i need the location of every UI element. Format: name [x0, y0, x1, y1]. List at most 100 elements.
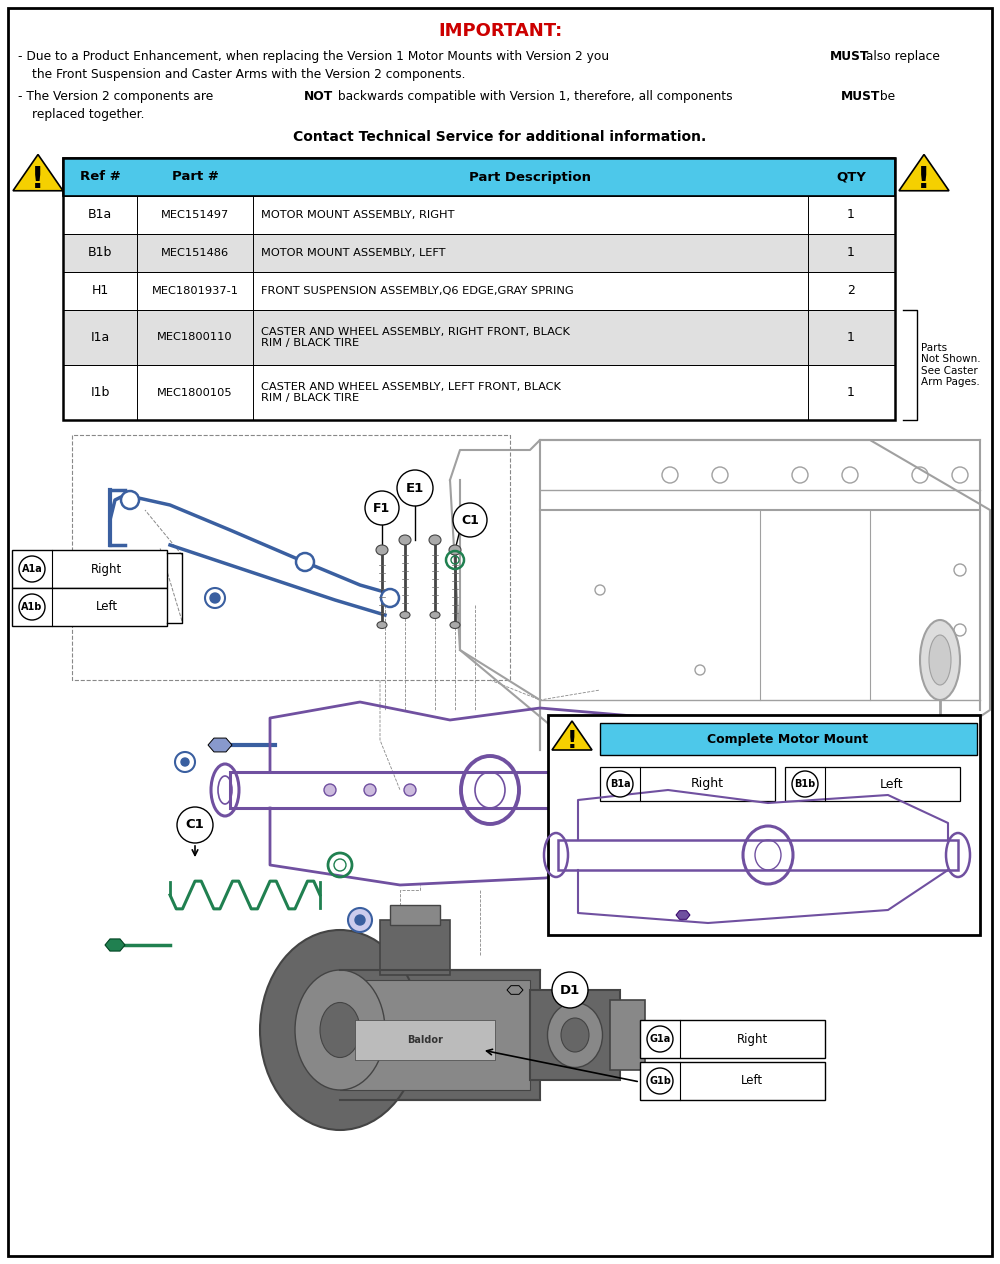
- Text: G1a: G1a: [649, 1034, 671, 1044]
- Text: G1b: G1b: [649, 1076, 671, 1086]
- Ellipse shape: [450, 622, 460, 628]
- Circle shape: [792, 771, 818, 798]
- Ellipse shape: [320, 1002, 360, 1058]
- Text: 1: 1: [847, 246, 855, 259]
- Circle shape: [348, 908, 372, 932]
- Text: MEC1800105: MEC1800105: [157, 388, 233, 397]
- Circle shape: [177, 806, 213, 843]
- Circle shape: [205, 588, 225, 608]
- Circle shape: [404, 784, 416, 796]
- FancyBboxPatch shape: [610, 1000, 645, 1071]
- Text: CASTER AND WHEEL ASSEMBLY, RIGHT FRONT, BLACK
RIM / BLACK TIRE: CASTER AND WHEEL ASSEMBLY, RIGHT FRONT, …: [261, 326, 570, 349]
- Text: B1a: B1a: [88, 209, 112, 221]
- FancyBboxPatch shape: [785, 767, 960, 801]
- FancyBboxPatch shape: [380, 920, 450, 975]
- Ellipse shape: [295, 969, 385, 1090]
- Ellipse shape: [929, 635, 951, 685]
- Ellipse shape: [399, 535, 411, 545]
- Text: 1: 1: [847, 331, 855, 344]
- Circle shape: [175, 752, 195, 772]
- Text: - The Version 2 components are: - The Version 2 components are: [18, 90, 217, 102]
- Text: FRONT SUSPENSION ASSEMBLY,Q6 EDGE,GRAY SPRING: FRONT SUSPENSION ASSEMBLY,Q6 EDGE,GRAY S…: [261, 286, 574, 296]
- FancyBboxPatch shape: [63, 365, 895, 420]
- Text: Parts
Not Shown.
See Caster
Arm Pages.: Parts Not Shown. See Caster Arm Pages.: [921, 343, 981, 387]
- FancyBboxPatch shape: [340, 980, 530, 1090]
- FancyBboxPatch shape: [600, 723, 977, 755]
- Circle shape: [607, 771, 633, 798]
- Ellipse shape: [920, 621, 960, 700]
- Ellipse shape: [377, 622, 387, 628]
- Text: MEC1800110: MEC1800110: [157, 332, 233, 343]
- Text: MOTOR MOUNT ASSEMBLY, RIGHT: MOTOR MOUNT ASSEMBLY, RIGHT: [261, 210, 454, 220]
- Text: F1: F1: [373, 502, 391, 514]
- FancyBboxPatch shape: [355, 1020, 495, 1060]
- Text: NOT: NOT: [304, 90, 333, 102]
- Circle shape: [210, 593, 220, 603]
- Text: - Due to a Product Enhancement, when replacing the Version 1 Motor Mounts with V: - Due to a Product Enhancement, when rep…: [18, 51, 613, 63]
- Text: !: !: [567, 729, 577, 753]
- FancyBboxPatch shape: [390, 905, 440, 925]
- Text: Right: Right: [736, 1033, 768, 1045]
- Text: Left: Left: [880, 777, 904, 790]
- FancyBboxPatch shape: [340, 969, 540, 1100]
- Text: CASTER AND WHEEL ASSEMBLY, LEFT FRONT, BLACK
RIM / BLACK TIRE: CASTER AND WHEEL ASSEMBLY, LEFT FRONT, B…: [261, 382, 561, 403]
- Circle shape: [364, 784, 376, 796]
- Circle shape: [355, 915, 365, 925]
- Text: Left: Left: [96, 600, 118, 613]
- Text: the Front Suspension and Caster Arms with the Version 2 components.: the Front Suspension and Caster Arms wit…: [32, 68, 466, 81]
- Text: 1: 1: [847, 386, 855, 399]
- Circle shape: [647, 1026, 673, 1052]
- Circle shape: [397, 470, 433, 506]
- Text: Complete Motor Mount: Complete Motor Mount: [707, 733, 869, 746]
- Circle shape: [647, 1068, 673, 1095]
- Ellipse shape: [400, 612, 410, 618]
- FancyBboxPatch shape: [600, 767, 775, 801]
- Text: MEC151497: MEC151497: [161, 210, 229, 220]
- Polygon shape: [13, 154, 63, 191]
- Text: !: !: [31, 166, 45, 193]
- Ellipse shape: [430, 612, 440, 618]
- Text: H1: H1: [91, 284, 109, 297]
- FancyBboxPatch shape: [63, 272, 895, 310]
- Text: Ref #: Ref #: [80, 171, 120, 183]
- Circle shape: [296, 554, 314, 571]
- FancyBboxPatch shape: [530, 990, 620, 1079]
- Text: C1: C1: [461, 513, 479, 527]
- Text: IMPORTANT:: IMPORTANT:: [438, 21, 562, 40]
- Text: MEC151486: MEC151486: [161, 248, 229, 258]
- Text: MOTOR MOUNT ASSEMBLY, LEFT: MOTOR MOUNT ASSEMBLY, LEFT: [261, 248, 446, 258]
- Circle shape: [324, 784, 336, 796]
- Ellipse shape: [260, 930, 420, 1130]
- Text: D1: D1: [560, 983, 580, 996]
- Text: MEC1801937-1: MEC1801937-1: [152, 286, 239, 296]
- FancyBboxPatch shape: [63, 196, 895, 234]
- FancyBboxPatch shape: [63, 158, 895, 196]
- Polygon shape: [507, 986, 523, 995]
- Ellipse shape: [376, 545, 388, 555]
- Text: 1: 1: [847, 209, 855, 221]
- Text: 2: 2: [847, 284, 855, 297]
- Text: I1b: I1b: [90, 386, 110, 399]
- FancyBboxPatch shape: [640, 1020, 825, 1058]
- Text: also replace: also replace: [862, 51, 940, 63]
- Text: C1: C1: [186, 819, 204, 832]
- Circle shape: [381, 589, 399, 607]
- Ellipse shape: [449, 545, 461, 555]
- Ellipse shape: [548, 1002, 602, 1068]
- Text: B1a: B1a: [610, 779, 630, 789]
- FancyBboxPatch shape: [12, 550, 167, 588]
- FancyBboxPatch shape: [12, 588, 167, 626]
- Text: Right: Right: [690, 777, 724, 790]
- Text: MUST: MUST: [841, 90, 880, 102]
- FancyBboxPatch shape: [548, 715, 980, 935]
- Text: !: !: [917, 166, 931, 193]
- Text: Left: Left: [741, 1074, 763, 1087]
- Text: QTY: QTY: [836, 171, 866, 183]
- FancyBboxPatch shape: [63, 234, 895, 272]
- FancyBboxPatch shape: [63, 310, 895, 365]
- Polygon shape: [552, 720, 592, 750]
- Circle shape: [181, 758, 189, 766]
- Text: Part #: Part #: [172, 171, 218, 183]
- Polygon shape: [105, 939, 125, 951]
- Circle shape: [365, 490, 399, 525]
